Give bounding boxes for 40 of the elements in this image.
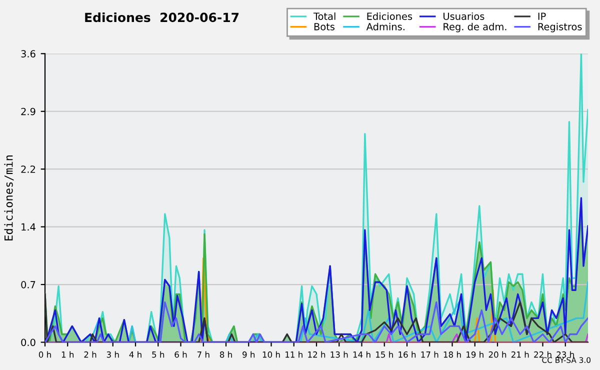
x-tick-label: 0 h	[38, 351, 51, 358]
legend-label: Total	[313, 12, 336, 20]
y-tick-label: 0.0	[21, 338, 36, 346]
y-axis-title: Ediciones/min	[4, 155, 14, 240]
x-tick-label: 6 h	[174, 351, 187, 358]
x-tick-label: 13 h	[330, 351, 348, 358]
legend-label: Bots	[314, 23, 335, 30]
x-tick-label: 2 h	[84, 351, 96, 358]
chart-title: Ediciones 2020-06-17	[85, 12, 239, 22]
legend-label: Registros	[538, 22, 582, 32]
x-tick-label: 20 h	[488, 351, 506, 358]
x-tick-label: 16 h	[398, 351, 416, 358]
legend-label: IP	[538, 12, 546, 20]
legend-label: Admins.	[366, 22, 404, 30]
x-tick-label: 17 h	[421, 351, 438, 358]
x-tick-label: 5 h	[152, 351, 164, 358]
x-tick-label: 22 h	[534, 351, 552, 358]
x-tick-label: 7 h	[197, 351, 210, 358]
x-tick-label: 12 h	[308, 351, 326, 358]
legend-label: Usuarios	[444, 12, 484, 20]
y-tick-label: 2.2	[21, 166, 35, 173]
x-tick-label: 8 h	[220, 351, 232, 358]
legend-label: Ediciones	[367, 12, 412, 20]
y-tick-label: 1.4	[22, 223, 36, 231]
x-tick-label: 4 h	[129, 351, 142, 358]
x-tick-label: 15 h	[376, 351, 393, 358]
y-tick-label: 2.9	[21, 108, 36, 116]
y-tick-label: 3.6	[21, 50, 36, 58]
x-tick-label: 1 h	[62, 351, 74, 358]
x-tick-label: 10 h	[262, 351, 280, 358]
y-tick-label: 0.7	[21, 281, 36, 288]
x-tick-label: 18 h	[444, 351, 461, 358]
x-tick-label: 11 h	[286, 351, 302, 358]
x-tick-label: 14 h	[353, 351, 370, 358]
x-tick-label: 19 h	[466, 351, 484, 358]
x-tick-label: 21 h	[511, 351, 529, 358]
x-tick-label: 3 h	[106, 351, 119, 358]
x-tick-label: 9 h	[242, 351, 255, 358]
legend-label: Reg. de adm.	[444, 22, 506, 32]
x-tick-label: 23 h	[556, 351, 574, 358]
